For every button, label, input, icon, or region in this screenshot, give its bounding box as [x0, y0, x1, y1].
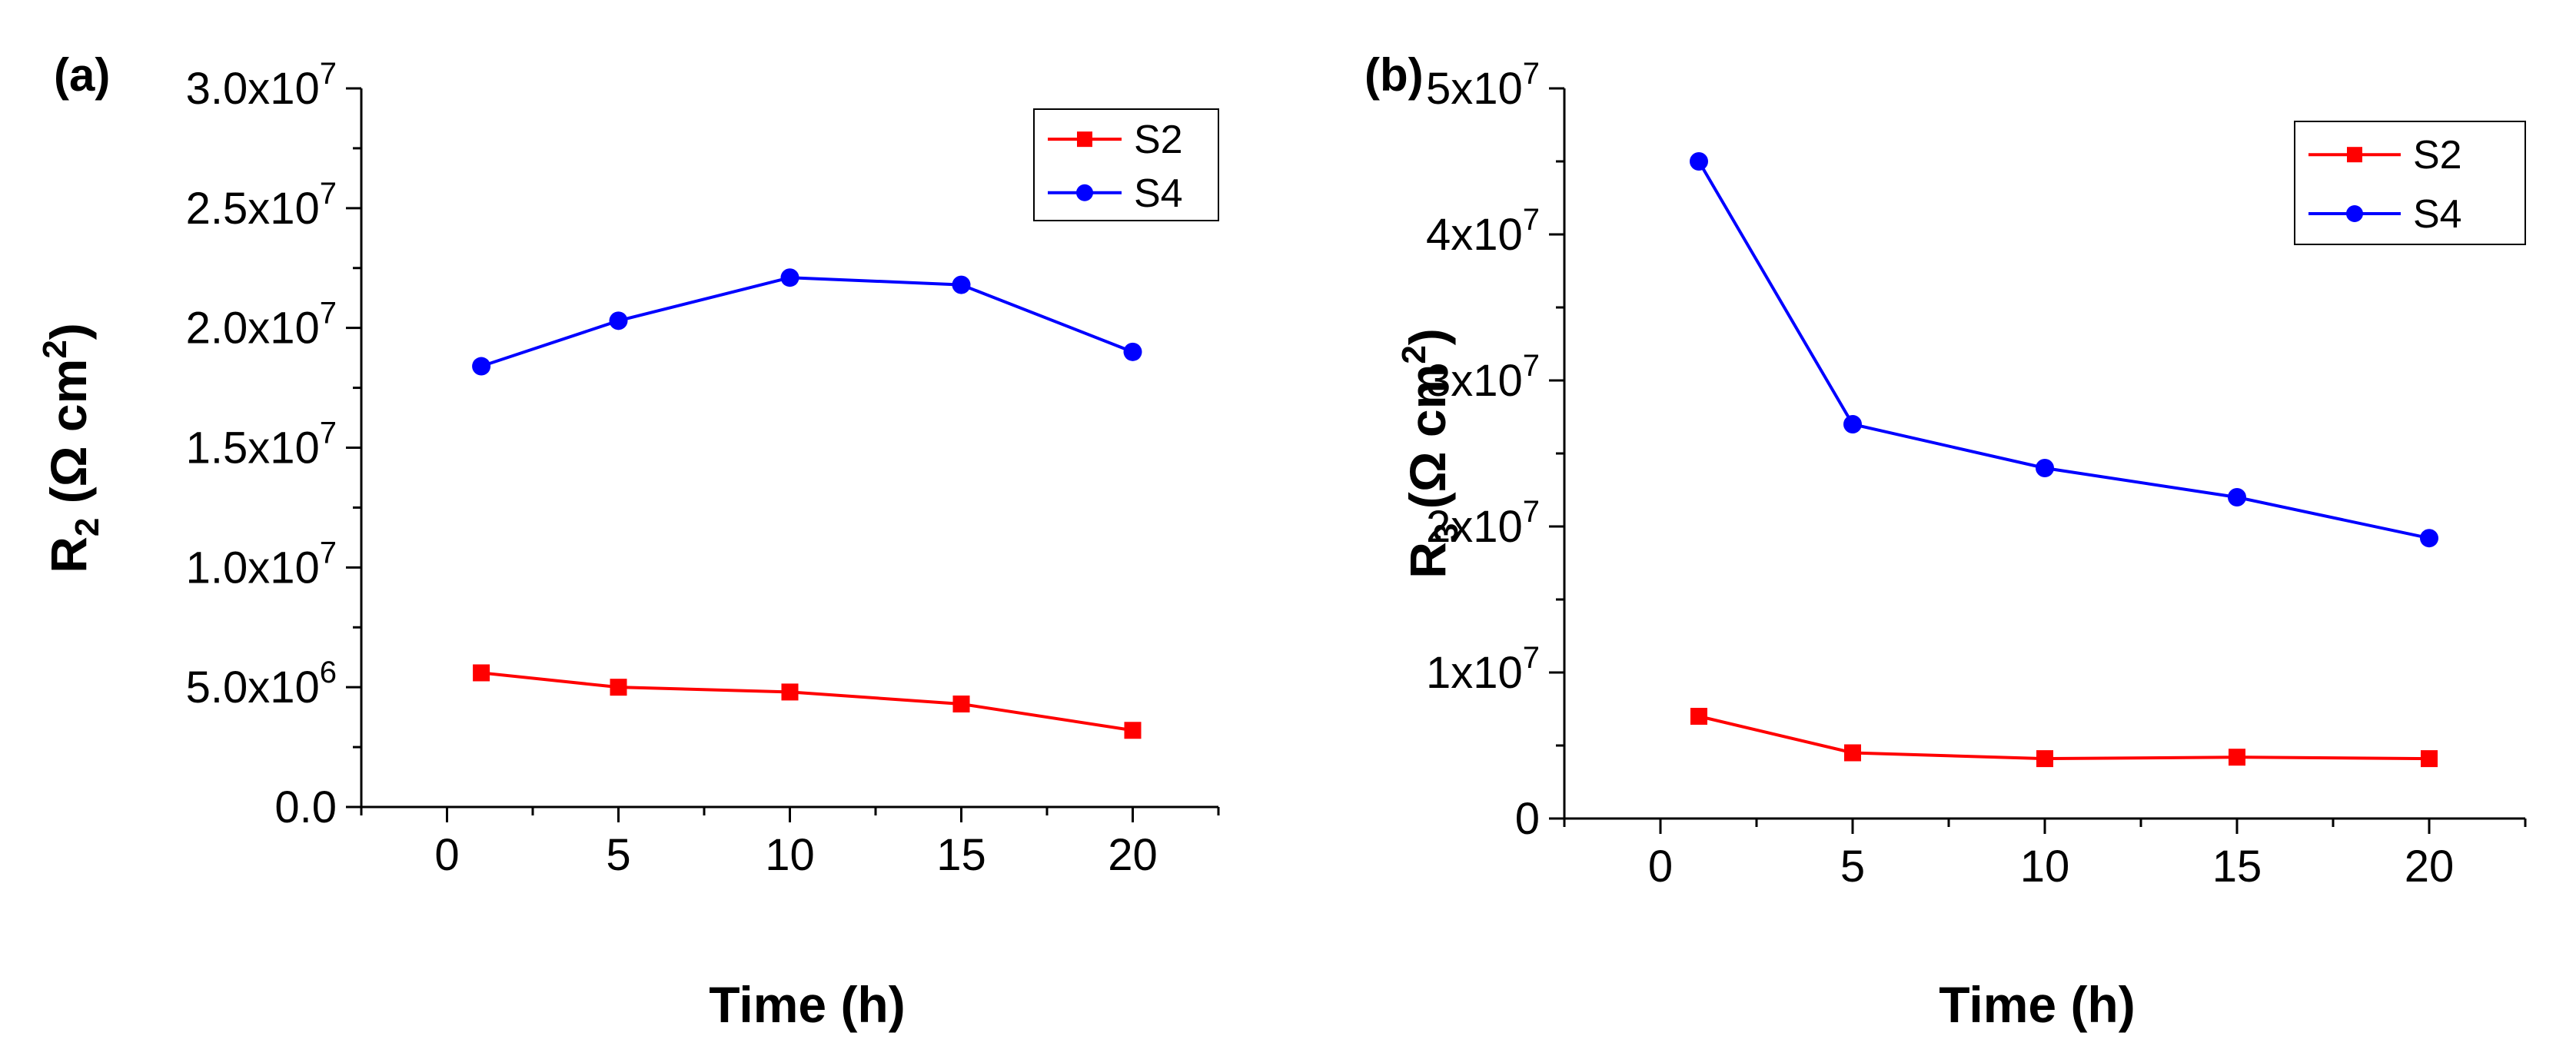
panel-b-y-tick-label: 2x107 [1426, 495, 1540, 552]
panel-b-series-s2-point [1690, 708, 1707, 725]
panel-a-series-s4-point [472, 357, 491, 376]
panel-b-series-s2-point [2036, 750, 2053, 768]
panel-a-y-axis-title-text: R2 (Ω cm2) [36, 323, 106, 573]
panel-a-series-s2-point [473, 664, 490, 682]
panel-b-x-axis-title: Time (h) [1939, 976, 2135, 1033]
panel-a-y-tick-label: 0.0 [274, 782, 337, 832]
panel-b-series-s2-point [2229, 749, 2245, 766]
panel-b-y-tick-label: 4x107 [1426, 203, 1540, 260]
panel-b-y-tick-label: 3x107 [1426, 349, 1540, 406]
panel-a-legend-box [1033, 108, 1219, 221]
panel-b-legend-box [2294, 121, 2526, 245]
panel-a-y-tick-label: 1.0x107 [186, 536, 337, 593]
panel-b-series-s4-point [2420, 529, 2438, 548]
panel-a-y-tick-label: 3.0x107 [186, 57, 337, 114]
panel-a-series-s2-point [1124, 722, 1142, 739]
panel-a-series-s4-point [1123, 342, 1142, 361]
panel-a-legend-s4-label: S4 [1134, 171, 1183, 216]
panel-a-y-tick-label: 2.0x107 [186, 297, 337, 354]
panel-b-legend-s4-marker [2346, 205, 2363, 222]
panel-a-legend-s4-marker [1076, 184, 1093, 201]
panel-b-x-tick-label: 10 [2020, 842, 2070, 892]
panel-b-legend-s4-label: S4 [2413, 192, 2462, 237]
panel-b-y-tick-label: 5x107 [1426, 57, 1540, 114]
panel-b-series-s4-point [2036, 459, 2054, 477]
panel-a-x-tick-label: 20 [1108, 830, 1158, 880]
panel-b-legend-s2-marker [2347, 147, 2362, 163]
panel-a-x-axis-title: Time (h) [709, 976, 905, 1033]
panel-a-x-tick-label: 0 [434, 830, 459, 880]
panel-a-y-axis-title: R2 (Ω cm2) [36, 323, 106, 573]
panel-a-y-tick-label: 2.5x107 [186, 177, 337, 234]
panel-a-series-s4-point [952, 275, 971, 294]
panel-b-series-s2-line [1698, 715, 2430, 761]
panel-b-series-s4-point [1843, 415, 1862, 433]
panel-b-series-s2-point [1844, 744, 1861, 762]
panel-a-plot-area: 0.0 5.0x106 1.0x107 1.5x107 2.0x107 2.5x107 3.… [186, 57, 1220, 880]
panel-a: (a) R2 (Ω cm2) 0.0 5.0x106 1.0x107 1.5x107 2… [36, 49, 1220, 1033]
panel-b-y-tick-label: 0 [1515, 794, 1540, 844]
panel-a-series-s2-line [480, 671, 1133, 732]
panel-a-series-s4-point [780, 268, 799, 287]
panel-a-label: (a) [54, 49, 110, 101]
panel-a-legend-s2-label: S2 [1134, 118, 1183, 162]
panel-b-series-s2-point [2421, 750, 2438, 768]
panel-b-x-tick-label: 15 [2212, 842, 2262, 892]
panel-b-label: (b) [1364, 49, 1424, 101]
panel-a-x-tick-label: 15 [936, 830, 986, 880]
panel-a-y-tick-label: 5.0x106 [186, 656, 337, 712]
panel-a-x-tick-label: 10 [765, 830, 815, 880]
panel-a-series-s2-point [952, 695, 970, 712]
panel-b-series-s4-point [2228, 488, 2246, 506]
panel-a-series-s2-point [781, 683, 799, 701]
panel-b-legend-s2-label: S2 [2413, 133, 2462, 178]
panel-a-series-s4-point [609, 311, 628, 330]
panel-b-series-s4-point [1690, 152, 1708, 171]
panel-b: (b) R3 (Ω cm2) 01x1072x1073x1074x1075x10… [1364, 49, 2527, 1033]
panel-b-x-tick-label: 0 [1648, 842, 1673, 892]
panel-a-x-tick-label: 5 [606, 830, 630, 880]
panel-b-x-tick-label: 5 [1840, 842, 1865, 892]
panel-a-y-tick-label: 1.5x107 [186, 417, 337, 473]
panel-b-y-tick-label: 1x107 [1426, 641, 1540, 698]
panel-a-legend-s2-marker [1077, 131, 1092, 148]
panel-a-series-s4-line [480, 276, 1134, 368]
panel-b-plot-area: 0 1x107 2x107 3x107 4x107 5x107 0 5 10 15 20 [1426, 57, 2527, 892]
panel-b-x-tick-label: 20 [2405, 842, 2455, 892]
panel-a-series-s2-point [610, 679, 627, 696]
